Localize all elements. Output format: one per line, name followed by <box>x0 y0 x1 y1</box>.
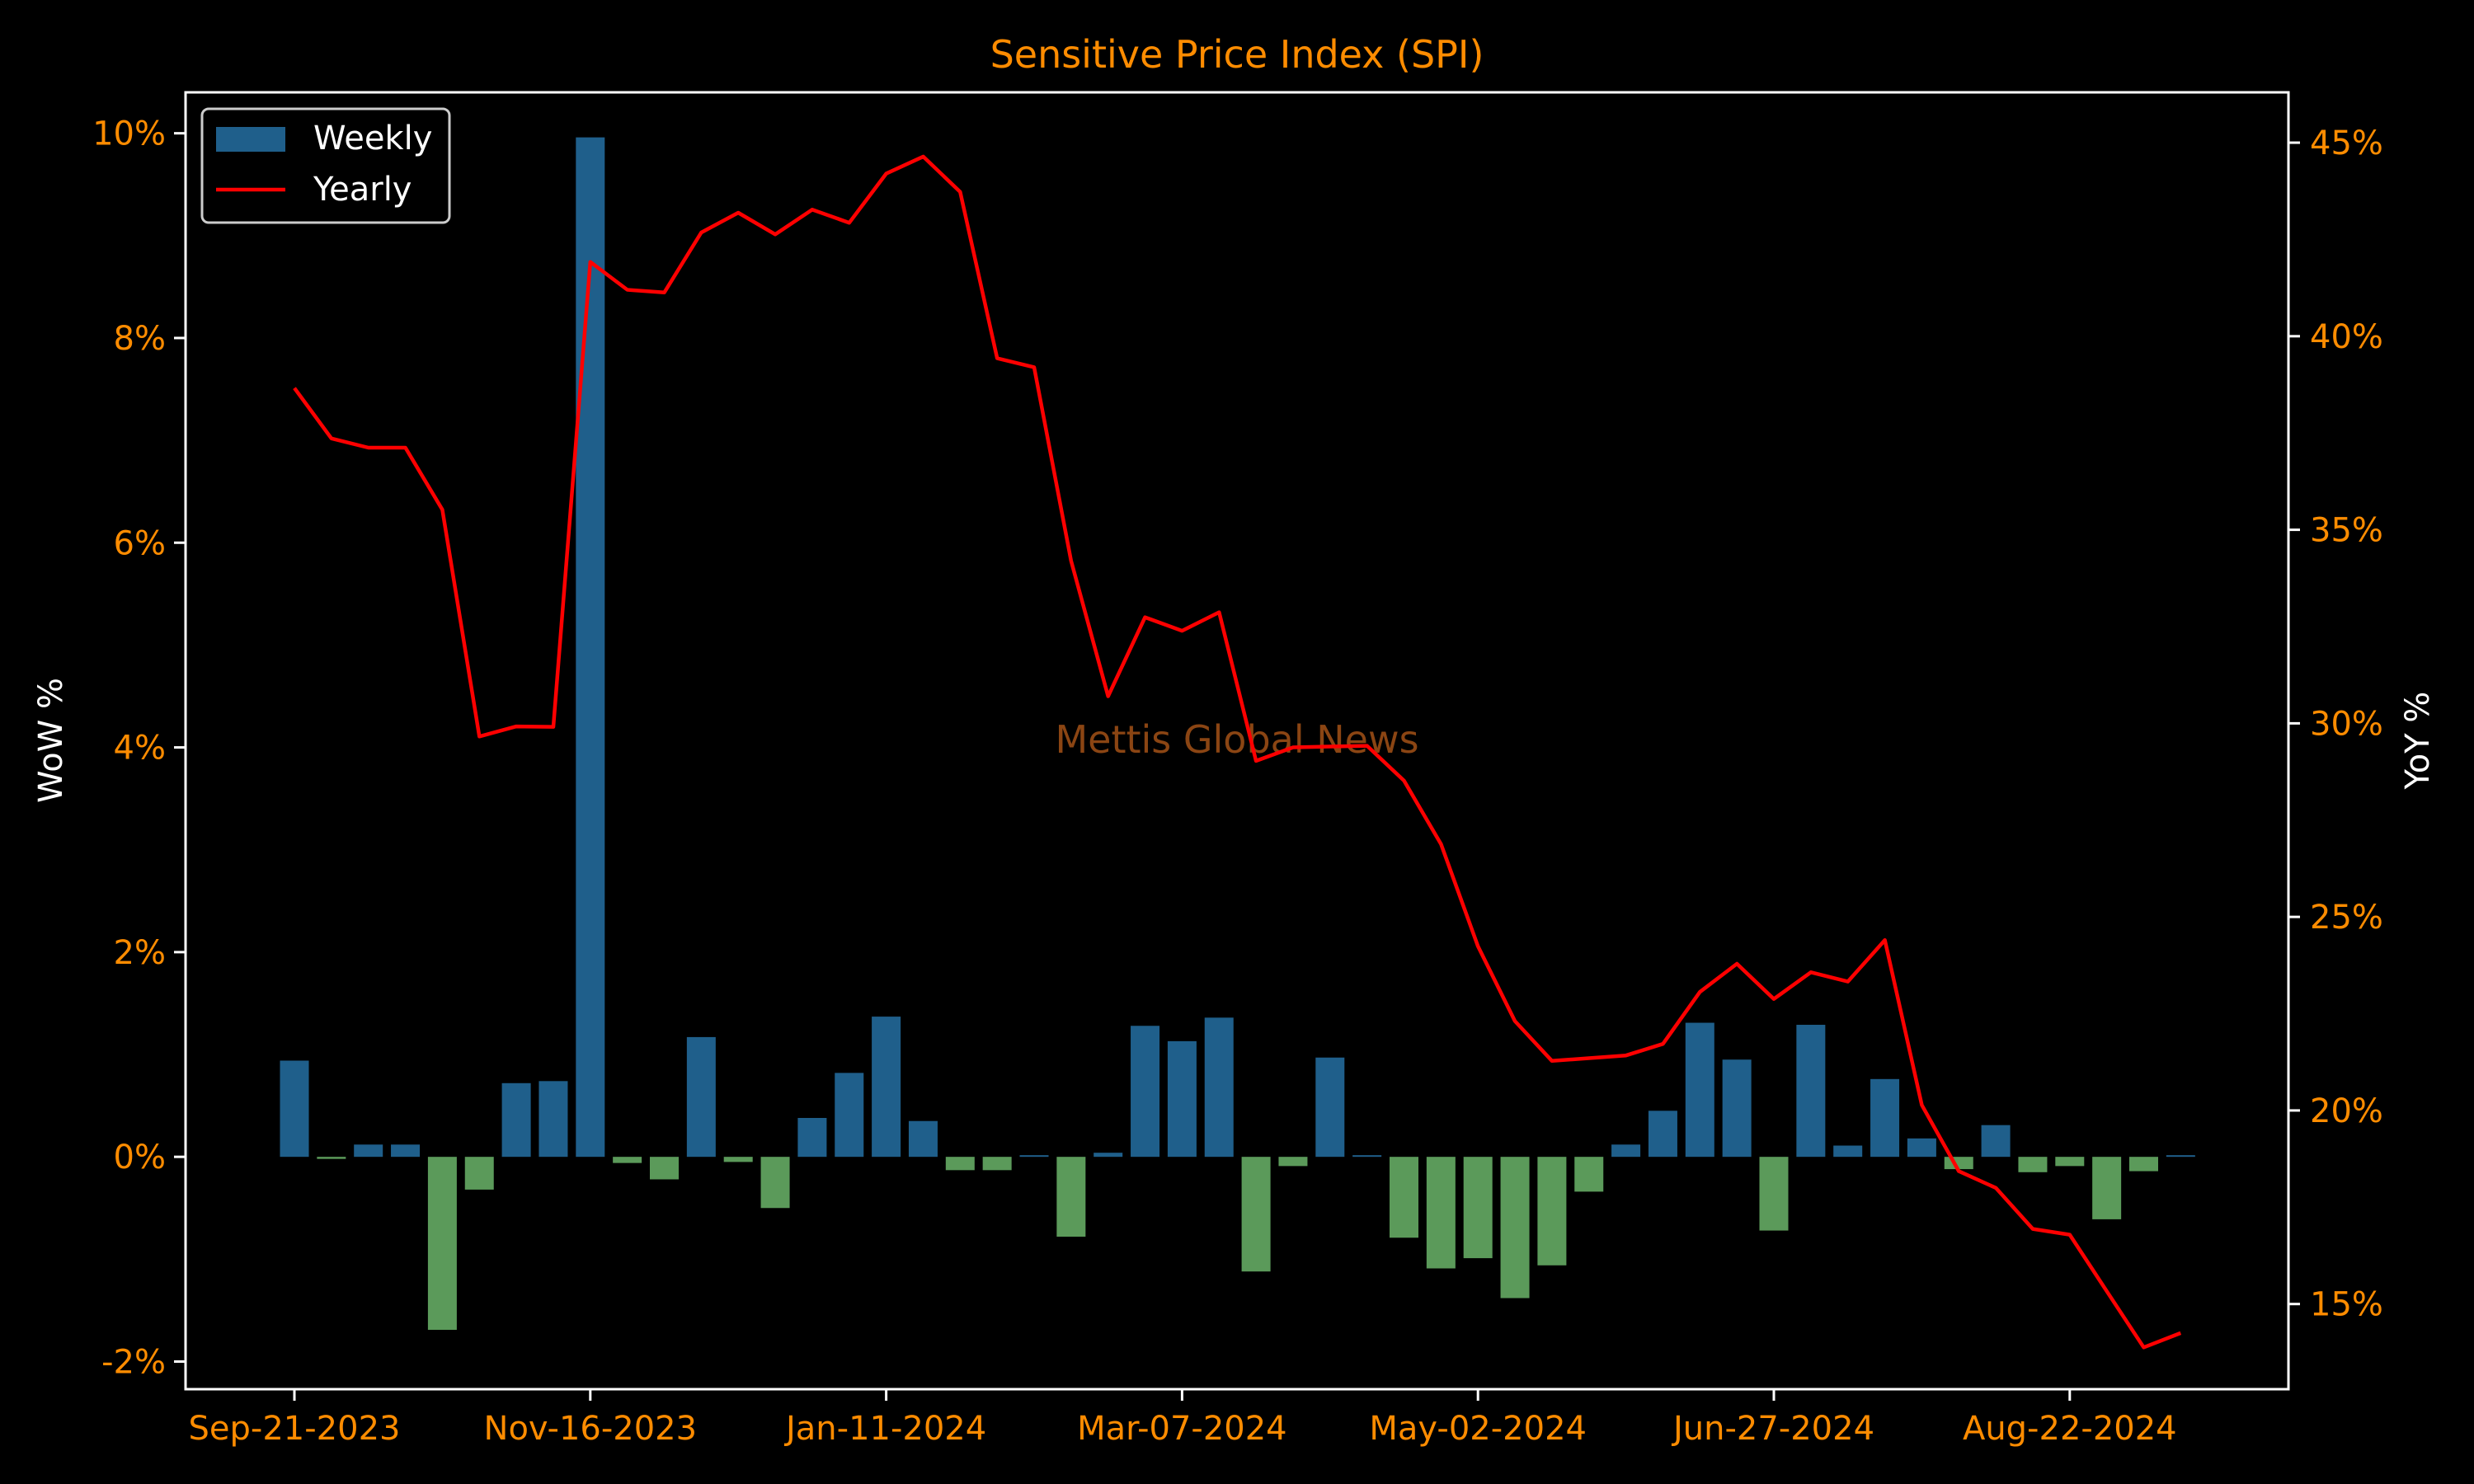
weekly-bar <box>1833 1145 1863 1158</box>
legend-yearly-label: Yearly <box>313 171 412 209</box>
weekly-bar <box>1094 1153 1123 1158</box>
weekly-bars <box>280 137 2195 1330</box>
weekly-bar <box>1759 1157 1789 1231</box>
watermark: Mettis Global News <box>1055 717 1418 762</box>
right-axis-label: YoY % <box>2399 692 2437 791</box>
left-axis-tick-label: 0% <box>114 1139 166 1176</box>
x-axis-tick-label: Mar-07-2024 <box>1077 1410 1286 1448</box>
weekly-bar <box>427 1157 457 1330</box>
legend-weekly-swatch <box>216 127 285 152</box>
right-axis-tick-label: 35% <box>2310 512 2383 550</box>
weekly-bar <box>2018 1157 2048 1172</box>
weekly-bar <box>1500 1157 1530 1298</box>
weekly-bar <box>945 1157 975 1171</box>
plot-frame <box>184 91 2290 1391</box>
weekly-bar <box>1352 1155 1382 1158</box>
left-y-axis: -2% 0% 2% 4% 6% 8% 10% <box>92 115 186 1381</box>
left-axis-tick-label: 2% <box>114 934 166 972</box>
right-axis-tick-label: 45% <box>2310 124 2383 162</box>
weekly-bar <box>501 1082 531 1158</box>
x-axis-tick-label: Sep-21-2023 <box>189 1410 401 1448</box>
left-axis-tick-label: 8% <box>114 320 166 358</box>
weekly-bar <box>1648 1111 1677 1158</box>
weekly-bar <box>650 1157 679 1180</box>
right-axis-tick-label: 40% <box>2310 318 2383 356</box>
weekly-bar <box>1315 1057 1345 1158</box>
legend: Weekly Yearly <box>200 107 451 224</box>
weekly-bar <box>1537 1157 1567 1266</box>
weekly-bar <box>982 1157 1012 1171</box>
left-axis-tick-label: 6% <box>114 524 166 562</box>
weekly-bar <box>2055 1157 2085 1167</box>
weekly-bar <box>2129 1157 2158 1172</box>
weekly-bar <box>1944 1157 1973 1170</box>
left-axis-label: WoW % <box>32 678 70 803</box>
right-axis-tick-label: 20% <box>2310 1092 2383 1130</box>
weekly-bar <box>1019 1155 1049 1158</box>
weekly-bar <box>1131 1026 1160 1158</box>
weekly-bar <box>613 1157 642 1163</box>
weekly-bar <box>1722 1059 1752 1158</box>
weekly-bar <box>908 1120 938 1158</box>
weekly-bar <box>1463 1157 1493 1259</box>
weekly-bar <box>1167 1040 1197 1158</box>
weekly-bar <box>576 137 605 1158</box>
yearly-line <box>293 154 2182 1350</box>
weekly-bar <box>539 1081 568 1158</box>
weekly-bar <box>797 1117 827 1158</box>
right-axis-tick-label: 30% <box>2310 705 2383 743</box>
x-axis-tick-label: Nov-16-2023 <box>484 1410 698 1448</box>
weekly-bar <box>1204 1017 1234 1158</box>
weekly-bar <box>2092 1157 2122 1219</box>
weekly-bar <box>2166 1155 2195 1158</box>
weekly-bar <box>1574 1157 1604 1192</box>
weekly-bar <box>872 1017 901 1158</box>
weekly-bar <box>1390 1157 1418 1238</box>
weekly-bar <box>317 1157 346 1159</box>
weekly-bar <box>1685 1022 1714 1158</box>
weekly-bar <box>1611 1144 1641 1158</box>
weekly-bar <box>391 1144 421 1158</box>
weekly-bar <box>1278 1157 1308 1167</box>
right-y-axis: 15% 20% 25% 30% 35% 40% 45% <box>2288 124 2383 1324</box>
x-axis: Sep-21-2023 Nov-16-2023 Jan-11-2024 Mar-07-… <box>189 1389 2177 1448</box>
weekly-bar <box>1056 1157 1086 1237</box>
x-axis-tick-label: Aug-22-2024 <box>1963 1410 2177 1448</box>
weekly-bar <box>1426 1157 1456 1269</box>
x-axis-tick-label: May-02-2024 <box>1369 1410 1587 1448</box>
weekly-bar <box>835 1073 864 1158</box>
weekly-bar <box>723 1157 753 1162</box>
weekly-bar <box>1796 1025 1826 1158</box>
x-axis-tick-label: Jun-27-2024 <box>1671 1410 1874 1448</box>
weekly-bar <box>1907 1138 1936 1158</box>
weekly-bar <box>686 1036 716 1158</box>
weekly-bar <box>1241 1157 1271 1272</box>
weekly-bar <box>354 1144 383 1158</box>
weekly-bar <box>1870 1078 1900 1158</box>
left-axis-tick-label: -2% <box>101 1343 166 1381</box>
weekly-bar <box>1981 1125 2011 1158</box>
left-axis-tick-label: 10% <box>92 115 166 153</box>
weekly-bar <box>760 1157 790 1209</box>
chart-title: Sensitive Price Index (SPI) <box>990 32 1484 77</box>
weekly-bar <box>464 1157 494 1190</box>
legend-weekly-label: Weekly <box>313 120 432 157</box>
left-axis-tick-label: 4% <box>114 730 166 768</box>
x-axis-tick-label: Jan-11-2024 <box>783 1410 986 1448</box>
right-axis-tick-label: 15% <box>2310 1286 2383 1324</box>
right-axis-tick-label: 25% <box>2310 899 2383 937</box>
weekly-bar <box>280 1060 309 1158</box>
